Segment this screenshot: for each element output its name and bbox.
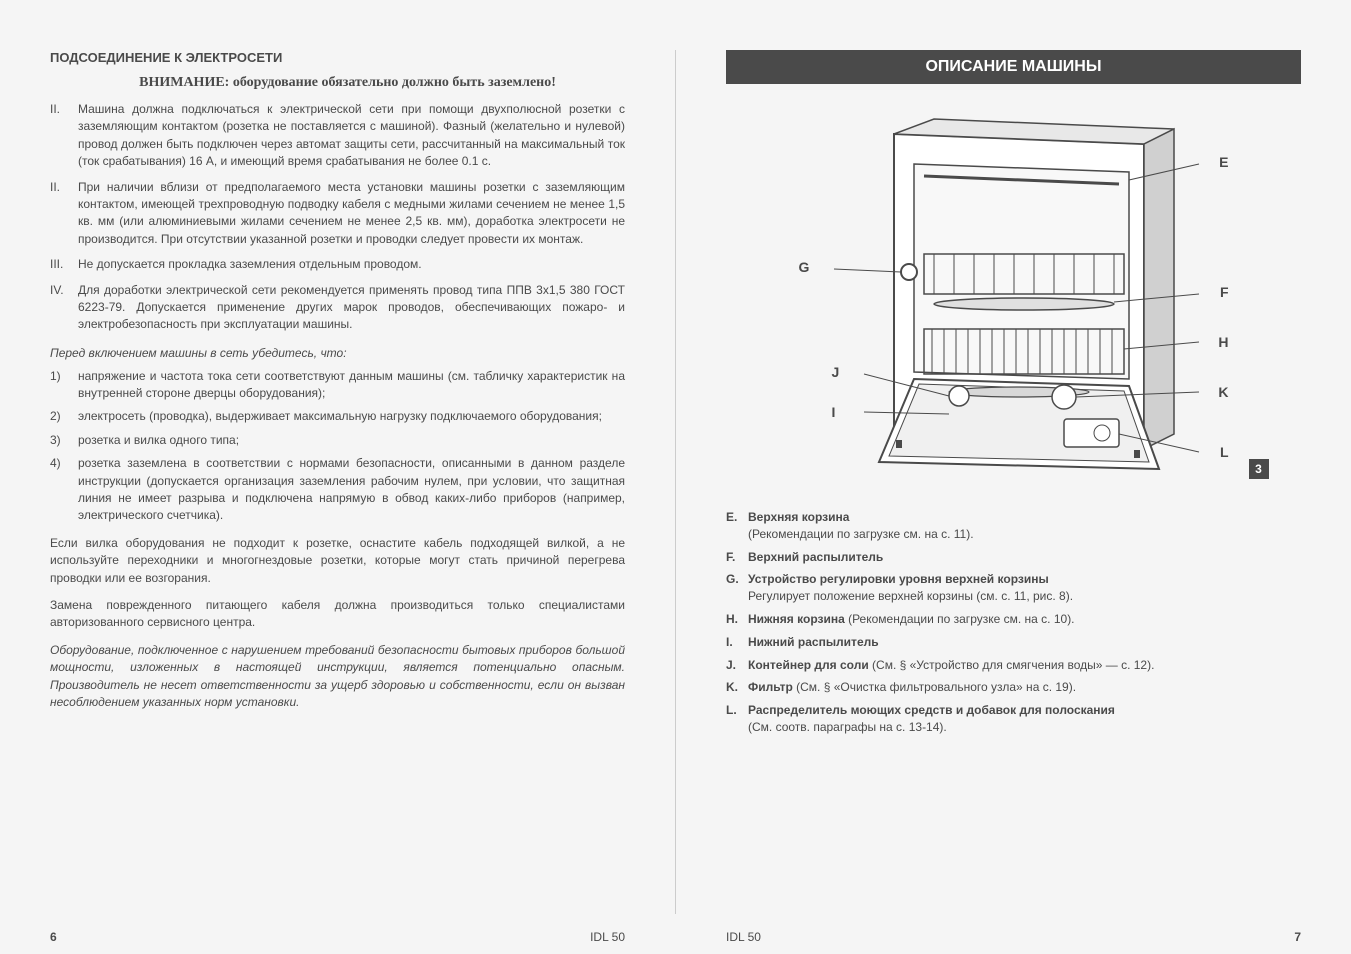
legend-sub: Регулирует положение верхней корзины (см…	[748, 588, 1301, 605]
diagram-label-h: H	[1218, 334, 1228, 350]
list-item: 3) розетка и вилка одного типа;	[50, 432, 625, 449]
legend-letter: E.	[726, 509, 737, 526]
before-on-heading: Перед включением машины в сеть убедитесь…	[50, 346, 625, 360]
footer-model: IDL 50	[590, 930, 625, 944]
diagram-wrapper: E G F H J K I L 3	[726, 114, 1301, 484]
item-text: розетка заземлена в соответствии с норма…	[78, 456, 625, 522]
diagram-label-g: G	[799, 259, 810, 275]
legend-bold: Фильтр	[748, 680, 793, 694]
figure-number-badge: 3	[1249, 459, 1269, 479]
legend-rest: (См. § «Очистка фильтровального узла» на…	[793, 680, 1076, 694]
legend-list: E. Верхняя корзина (Рекомендации по загр…	[726, 509, 1301, 736]
footer-right: 7 IDL 50	[726, 930, 1301, 944]
list-item: 1) напряжение и частота тока сети соответ…	[50, 368, 625, 403]
legend-bold: Верхний распылитель	[748, 550, 883, 564]
marker: 1)	[50, 368, 61, 385]
page-title: ОПИСАНИЕ МАШИНЫ	[726, 50, 1301, 84]
dishwasher-diagram: E G F H J K I L 3	[814, 114, 1214, 484]
legend-item: I. Нижний распылитель	[726, 634, 1301, 651]
roman-list: II. Машина должна подключаться к электрич…	[50, 101, 625, 334]
marker: 3)	[50, 432, 61, 449]
legend-bold: Устройство регулировки уровня верхней ко…	[748, 572, 1049, 586]
roman-item: II. Машина должна подключаться к электрич…	[50, 101, 625, 171]
roman-item: II. При наличии вблизи от предполагаемого…	[50, 179, 625, 249]
diagram-label-k: K	[1218, 384, 1228, 400]
legend-sub: (Рекомендации по загрузке см. на с. 11).	[748, 526, 1301, 543]
roman-item: III. Не допускается прокладка заземления …	[50, 256, 625, 273]
legend-item: L. Распределитель моющих средств и добав…	[726, 702, 1301, 736]
legend-letter: H.	[726, 611, 738, 628]
legend-rest: (См. § «Устройство для смягчения воды» —…	[869, 658, 1155, 672]
legend-item: F. Верхний распылитель	[726, 549, 1301, 566]
diagram-label-e: E	[1219, 154, 1228, 170]
diagram-label-l: L	[1220, 444, 1229, 460]
legend-item: G. Устройство регулировки уровня верхней…	[726, 571, 1301, 605]
legend-letter: L.	[726, 702, 737, 719]
warning-heading: ВНИМАНИЕ: оборудование обязательно должн…	[70, 75, 625, 91]
marker: IV.	[50, 282, 64, 299]
numbered-list: 1) напряжение и частота тока сети соответ…	[50, 368, 625, 525]
page-number: 7	[1294, 930, 1301, 944]
legend-bold: Контейнер для соли	[748, 658, 869, 672]
page-left: ПОДСОЕДИНЕНИЕ К ЭЛЕКТРОСЕТИ ВНИМАНИЕ: об…	[0, 50, 676, 914]
legend-item: E. Верхняя корзина (Рекомендации по загр…	[726, 509, 1301, 543]
diagram-label-j: J	[832, 364, 840, 380]
para-cable: Замена поврежденного питающего кабеля до…	[50, 597, 625, 632]
dishwasher-icon	[814, 114, 1214, 484]
footer-model: IDL 50	[726, 930, 761, 944]
legend-item: K. Фильтр (См. § «Очистка фильтровальног…	[726, 679, 1301, 696]
item-text: электросеть (проводка), выдерживает макс…	[78, 409, 602, 423]
page-right: ОПИСАНИЕ МАШИНЫ	[676, 50, 1351, 914]
legend-letter: I.	[726, 634, 733, 651]
legend-bold: Распределитель моющих средств и добавок …	[748, 703, 1115, 717]
legend-letter: K.	[726, 679, 738, 696]
marker: 2)	[50, 408, 61, 425]
diagram-label-f: F	[1220, 284, 1229, 300]
legend-sub: (См. соотв. параграфы на с. 13-14).	[748, 719, 1301, 736]
item-text: розетка и вилка одного типа;	[78, 433, 239, 447]
roman-item: IV. Для доработки электрической сети реко…	[50, 282, 625, 334]
legend-rest: (Рекомендации по загрузке см. на с. 10).	[845, 612, 1075, 626]
section-title: ПОДСОЕДИНЕНИЕ К ЭЛЕКТРОСЕТИ	[50, 50, 625, 65]
item-text: напряжение и частота тока сети соответст…	[78, 369, 625, 400]
legend-item: J. Контейнер для соли (См. § «Устройство…	[726, 657, 1301, 674]
diagram-label-i: I	[832, 404, 836, 420]
legend-bold: Нижний распылитель	[748, 635, 879, 649]
para-plug: Если вилка оборудования не подходит к ро…	[50, 535, 625, 587]
roman-text: Для доработки электрической сети рекомен…	[78, 283, 625, 332]
list-item: 4) розетка заземлена в соответствии с нор…	[50, 455, 625, 525]
legend-bold: Нижняя корзина	[748, 612, 845, 626]
footer-left: 6 IDL 50	[50, 930, 625, 944]
legend-bold: Верхняя корзина	[748, 510, 849, 524]
legend-letter: F.	[726, 549, 735, 566]
marker: II.	[50, 179, 60, 196]
marker: III.	[50, 256, 63, 273]
page-number: 6	[50, 930, 57, 944]
roman-text: Машина должна подключаться к электрическ…	[78, 102, 625, 168]
marker: II.	[50, 101, 60, 118]
marker: 4)	[50, 455, 61, 472]
list-item: 2) электросеть (проводка), выдерживает ма…	[50, 408, 625, 425]
para-liability: Оборудование, подключенное с нарушением …	[50, 642, 625, 712]
roman-text: Не допускается прокладка заземления отде…	[78, 257, 422, 271]
roman-text: При наличии вблизи от предполагаемого ме…	[78, 180, 625, 246]
legend-letter: G.	[726, 571, 739, 588]
legend-letter: J.	[726, 657, 736, 674]
legend-item: H. Нижняя корзина (Рекомендации по загру…	[726, 611, 1301, 628]
